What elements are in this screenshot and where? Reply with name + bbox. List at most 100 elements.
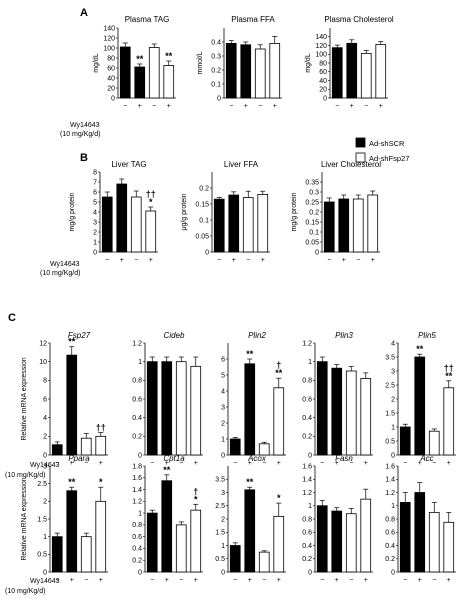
bar xyxy=(66,354,78,456)
y-tick-label: 4 xyxy=(43,415,47,422)
significance-mark: * xyxy=(99,477,103,487)
y-axis-label: mg/g protein xyxy=(291,192,298,231)
bar xyxy=(414,356,426,456)
treatment-tick: + xyxy=(371,257,375,264)
y-tick-label: 3 xyxy=(93,219,97,226)
chart-fsp27: Fsp27 0 2 4 6 8 10 12 Relative mRNA expression − *… xyxy=(21,331,108,467)
y-tick-label: 2 xyxy=(221,516,225,523)
y-tick-label: 0.2 xyxy=(132,434,142,441)
y-tick-label: 0.4 xyxy=(385,543,395,550)
y-tick-label: 1.5 xyxy=(37,516,47,523)
significance-mark: ** xyxy=(246,349,254,359)
y-tick-label: 0.25 xyxy=(305,199,319,206)
chart-title: Liver TAG xyxy=(111,160,146,169)
y-tick-label: 2 xyxy=(93,229,97,236)
chart-title: Plasma Cholesterol xyxy=(324,15,394,24)
chart-acc: Acc 0 0.2 0.4 0.6 0.8 1 1.2 1.4 1.6 − + − + xyxy=(385,454,456,584)
y-tick-label: 1 xyxy=(308,503,312,510)
y-tick-label: 40 xyxy=(319,78,327,85)
y-tick-label: 100 xyxy=(103,45,115,52)
y-tick-label: 1.4 xyxy=(302,477,312,484)
chart-title: Plasma FFA xyxy=(231,15,275,24)
treatment-tick: + xyxy=(99,577,103,584)
y-tick-label: 8 xyxy=(43,378,47,385)
y-tick-label: 0.2 xyxy=(211,67,221,74)
y-axis-label: Relative mRNA expression xyxy=(21,357,28,440)
treatment-tick: − xyxy=(320,460,324,467)
y-tick-label: 1 xyxy=(138,359,142,366)
treatment-label-row-c2: Wy14643 (10 mg/Kg/d) xyxy=(5,578,60,595)
y-tick-label: 120 xyxy=(103,35,115,42)
y-axis-label: mg/g protein xyxy=(69,192,76,231)
y-tick-label: 0.6 xyxy=(132,396,142,403)
y-tick-label: 5 xyxy=(93,199,97,206)
y-tick-label: 2.5 xyxy=(215,503,225,510)
y-tick-label: 0 xyxy=(205,249,209,256)
treatment-tick: − xyxy=(262,460,266,467)
y-tick-label: 0.5 xyxy=(385,438,395,445)
treatment-label-row-b: Wy14643 (10 mg/Kg/d) xyxy=(40,261,80,277)
y-tick-label: 8 xyxy=(93,169,97,176)
treatment-tick: + xyxy=(167,103,171,110)
bar xyxy=(331,47,343,99)
chart-title: Fasn xyxy=(335,454,353,463)
y-tick-label: 0.8 xyxy=(132,522,142,529)
bar xyxy=(367,194,379,253)
y-tick-label: 0.2 xyxy=(385,556,395,563)
treatment-tick: − xyxy=(84,577,88,584)
y-tick-label: 0.1 xyxy=(309,229,319,236)
significance-mark: ** xyxy=(165,51,173,61)
treatment-tick: + xyxy=(277,460,281,467)
treatment-tick: − xyxy=(150,577,154,584)
y-tick-label: 140 xyxy=(315,34,327,41)
panel-label-a: A xyxy=(80,7,88,19)
panel-label-b: B xyxy=(80,152,88,164)
treatment-tick: + xyxy=(364,460,368,467)
treatment-dose: (10 mg/Kg/d) xyxy=(5,588,45,595)
y-tick-label: 0 xyxy=(138,569,142,576)
y-tick-label: 0.2 xyxy=(302,556,312,563)
y-tick-label: 0.6 xyxy=(302,530,312,537)
treatment-tick: − xyxy=(105,257,109,264)
treatment-tick: + xyxy=(194,460,198,467)
treatment-tick: − xyxy=(217,257,221,264)
bar xyxy=(443,521,455,573)
y-tick-label: 1.2 xyxy=(302,340,312,347)
bar xyxy=(269,43,281,99)
bar xyxy=(145,210,157,253)
bar xyxy=(80,437,92,456)
significance-mark: † xyxy=(276,360,281,370)
bar xyxy=(228,194,240,253)
chart-title: Fsp27 xyxy=(68,331,91,340)
y-tick-label: 2.5 xyxy=(37,481,47,488)
y-tick-label: 1.6 xyxy=(385,463,395,470)
y-tick-label: 0.1 xyxy=(211,81,221,88)
y-tick-label: 60 xyxy=(319,69,327,76)
treatment-tick: + xyxy=(149,257,153,264)
treatment-tick: + xyxy=(194,577,198,584)
chart-title: Acox xyxy=(247,454,267,463)
y-tick-label: 0 xyxy=(217,95,221,102)
chart-plasma-ffa: Plasma FFA 0 0.1 0.2 0.3 0.4 mmol/L − + − + xyxy=(197,15,282,110)
treatment-tick: − xyxy=(403,577,407,584)
treatment-tick: + xyxy=(447,577,451,584)
significance-mark: ** xyxy=(246,477,254,487)
bar xyxy=(229,438,241,456)
treatment-dose: (10 mg/Kg/d) xyxy=(5,472,45,479)
treatment-tick: − xyxy=(152,103,156,110)
y-tick-label: 0.8 xyxy=(302,516,312,523)
y-tick-label: 1 xyxy=(221,436,225,443)
y-axis-label: μg/g protein xyxy=(181,193,188,230)
significance-mark: ** xyxy=(136,54,144,64)
bar xyxy=(175,361,187,456)
chart-title: Plin2 xyxy=(248,331,266,340)
bar xyxy=(190,509,202,573)
y-tick-label: 20 xyxy=(107,85,115,92)
bar xyxy=(399,502,411,573)
y-tick-label: 0.4 xyxy=(302,543,312,550)
bar xyxy=(80,536,92,573)
significance-mark: ** xyxy=(445,371,453,381)
